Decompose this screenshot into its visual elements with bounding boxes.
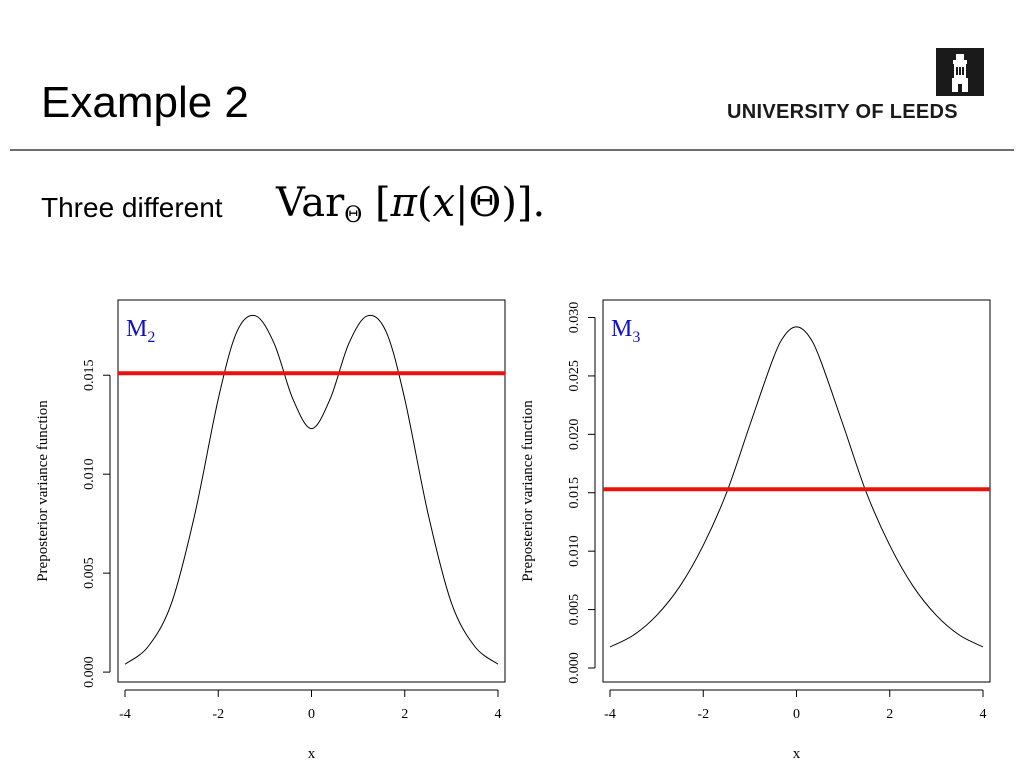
x-tick-label: 0 xyxy=(308,707,315,722)
panel-label-main: M xyxy=(126,316,147,342)
y-tick-label: 0.010 xyxy=(82,458,97,490)
formula-lparen: ( xyxy=(416,180,433,226)
y-tick-label: 0.025 xyxy=(567,360,582,392)
formula-bar: | xyxy=(455,180,469,226)
formula-var: Var xyxy=(276,180,345,226)
chart-m2: -4 -2 0 2 4 x 0.000 0.005 0.010 0.015 Preposterior… xyxy=(35,299,506,762)
slide-title: Example 2 xyxy=(41,78,249,127)
y-tick-label: 0.010 xyxy=(567,535,582,567)
formula-x: x xyxy=(432,180,456,226)
y-tick-label: 0.030 xyxy=(567,302,582,334)
panel-label-sub: 3 xyxy=(632,329,640,346)
university-tower-logo-icon xyxy=(936,48,984,101)
title-divider xyxy=(10,149,1014,151)
y-axis-label: Preposterior variance function xyxy=(520,400,536,582)
x-tick-label: 4 xyxy=(495,707,502,722)
x-tick-label: 0 xyxy=(793,707,800,722)
formula-rparen: ) xyxy=(501,180,517,226)
formula-sub: Θ xyxy=(344,203,363,228)
x-tick-label: -2 xyxy=(697,707,709,722)
series-line-variance xyxy=(124,314,499,665)
panel-label: M2 xyxy=(126,316,155,346)
y-tick-label: 0.020 xyxy=(567,419,582,451)
panel-label: M3 xyxy=(611,316,640,346)
y-axis-label: Preposterior variance function xyxy=(35,400,51,582)
y-tick-label: 0.015 xyxy=(567,477,582,509)
panel-label-sub: 2 xyxy=(147,329,155,346)
y-tick-label: 0.000 xyxy=(82,656,97,688)
formula-lbracket: [ xyxy=(374,180,391,226)
series-line-variance xyxy=(609,326,984,648)
formula-rbracket: ] xyxy=(516,180,533,226)
x-axis-label: x xyxy=(308,746,316,762)
x-tick-label: 4 xyxy=(980,707,987,722)
slide-subtitle: Three different xyxy=(41,192,223,223)
plot-frame xyxy=(117,299,506,683)
formula-dot: . xyxy=(532,180,546,226)
formula-theta: Θ xyxy=(468,180,502,226)
chart-m3: -4 -2 0 2 4 x 0.000 0.005 0.010 0.015 0.020 0.025 0.… xyxy=(520,299,991,762)
y-tick-label: 0.005 xyxy=(567,594,582,626)
variance-formula: VarΘ [π(x|Θ)]. xyxy=(276,180,545,228)
x-axis-label: x xyxy=(793,746,801,762)
y-tick-label: 0.005 xyxy=(82,557,97,589)
x-tick-label: -4 xyxy=(604,707,616,722)
y-tick-label: 0.015 xyxy=(82,359,97,391)
x-tick-label: -4 xyxy=(119,707,131,722)
x-tick-label: 2 xyxy=(886,707,893,722)
x-tick-label: 2 xyxy=(401,707,408,722)
panel-label-main: M xyxy=(611,316,632,342)
formula-pi: π xyxy=(390,180,417,226)
university-logo-text: UNIVERSITY OF LEEDS xyxy=(727,101,958,123)
x-tick-label: -2 xyxy=(212,707,224,722)
y-tick-label: 0.000 xyxy=(567,652,582,684)
